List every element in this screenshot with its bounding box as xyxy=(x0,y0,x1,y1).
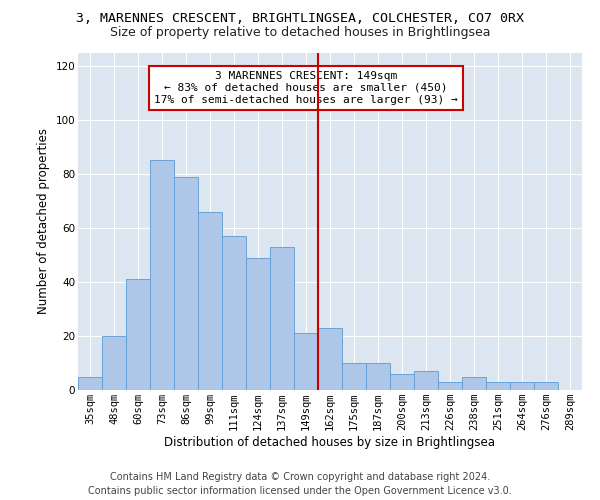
Bar xyxy=(174,176,198,390)
Bar xyxy=(198,212,222,390)
Bar xyxy=(318,328,342,390)
Bar xyxy=(126,280,150,390)
Text: Size of property relative to detached houses in Brightlingsea: Size of property relative to detached ho… xyxy=(110,26,490,39)
Bar xyxy=(270,247,294,390)
Bar xyxy=(342,363,366,390)
Bar xyxy=(150,160,174,390)
Bar xyxy=(366,363,390,390)
Bar xyxy=(102,336,126,390)
Bar xyxy=(438,382,462,390)
Bar xyxy=(462,376,486,390)
Bar xyxy=(294,334,318,390)
Text: 3 MARENNES CRESCENT: 149sqm
← 83% of detached houses are smaller (450)
17% of se: 3 MARENNES CRESCENT: 149sqm ← 83% of det… xyxy=(154,72,458,104)
Bar xyxy=(222,236,246,390)
Text: 3, MARENNES CRESCENT, BRIGHTLINGSEA, COLCHESTER, CO7 0RX: 3, MARENNES CRESCENT, BRIGHTLINGSEA, COL… xyxy=(76,12,524,26)
Bar xyxy=(486,382,510,390)
Bar xyxy=(510,382,534,390)
Bar xyxy=(78,376,102,390)
Y-axis label: Number of detached properties: Number of detached properties xyxy=(37,128,50,314)
X-axis label: Distribution of detached houses by size in Brightlingsea: Distribution of detached houses by size … xyxy=(164,436,496,449)
Bar xyxy=(414,371,438,390)
Text: Contains HM Land Registry data © Crown copyright and database right 2024.
Contai: Contains HM Land Registry data © Crown c… xyxy=(88,472,512,496)
Bar xyxy=(390,374,414,390)
Bar xyxy=(534,382,558,390)
Bar xyxy=(246,258,270,390)
